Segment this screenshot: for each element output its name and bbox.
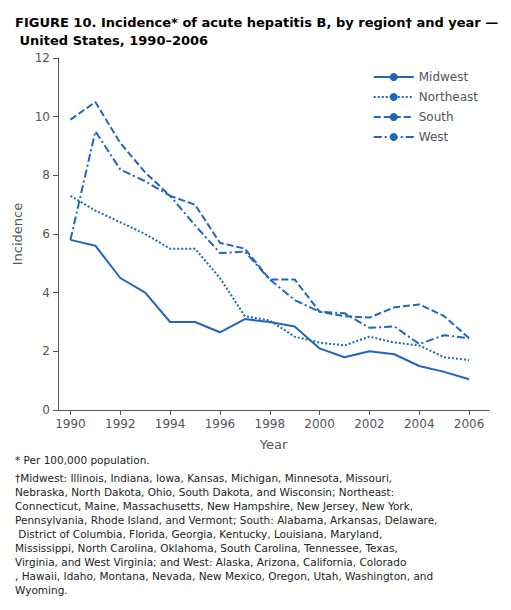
svg-text:†Midwest: Illinois, Indiana, I: †Midwest: Illinois, Indiana, Iowa, Kansa… [15, 472, 396, 484]
svg-text:Connecticut, Maine, Massachuse: Connecticut, Maine, Massachusetts, New H… [15, 500, 416, 512]
svg-text:Wyoming.: Wyoming. [15, 584, 68, 596]
svg-text:District of Columbia, Florida,: District of Columbia, Florida, Georgia, … [15, 528, 386, 540]
svg-text:2006: 2006 [454, 417, 485, 431]
svg-text:4: 4 [42, 286, 50, 300]
svg-text:Virginia, and West Virginia; a: Virginia, and West Virginia; and West: A… [15, 556, 406, 568]
svg-text:Pennsylvania, Rhode Island, an: Pennsylvania, Rhode Island, and Vermont;… [15, 514, 437, 526]
svg-text:, Hawaii, Idaho, Montana, Neva: , Hawaii, Idaho, Montana, Nevada, New Me… [15, 570, 437, 582]
svg-text:Northeast: Northeast [419, 90, 479, 104]
svg-text:10: 10 [35, 110, 50, 124]
svg-text:12: 12 [35, 51, 50, 65]
svg-text:West: West [419, 130, 449, 144]
svg-text:0: 0 [42, 403, 50, 417]
svg-text:2000: 2000 [304, 417, 335, 431]
svg-text:1998: 1998 [254, 417, 285, 431]
svg-text:1996: 1996 [205, 417, 236, 431]
svg-text:2004: 2004 [404, 417, 435, 431]
svg-text:2002: 2002 [354, 417, 385, 431]
svg-text:United States, 1990–2006: United States, 1990–2006 [15, 33, 208, 48]
svg-text:Year: Year [259, 437, 288, 452]
svg-text:FIGURE 10. Incidence* of acute: FIGURE 10. Incidence* of acute hepatitis… [15, 15, 498, 30]
svg-text:Midwest: Midwest [419, 70, 469, 84]
svg-text:Incidence: Incidence [10, 203, 25, 265]
svg-text:8: 8 [42, 168, 50, 182]
svg-text:1990: 1990 [55, 417, 86, 431]
svg-text:Nebraska, North Dakota, Ohio,: Nebraska, North Dakota, Ohio, South Dako… [15, 486, 398, 498]
svg-text:6: 6 [42, 227, 50, 241]
svg-text:2: 2 [42, 344, 50, 358]
svg-text:1992: 1992 [105, 417, 136, 431]
svg-text:Mississippi, North Carolina, O: Mississippi, North Carolina, Oklahoma, S… [15, 542, 401, 554]
svg-text:1994: 1994 [155, 417, 186, 431]
svg-text:South: South [419, 110, 454, 124]
svg-text:* Per 100,000 population.: * Per 100,000 population. [15, 454, 150, 466]
